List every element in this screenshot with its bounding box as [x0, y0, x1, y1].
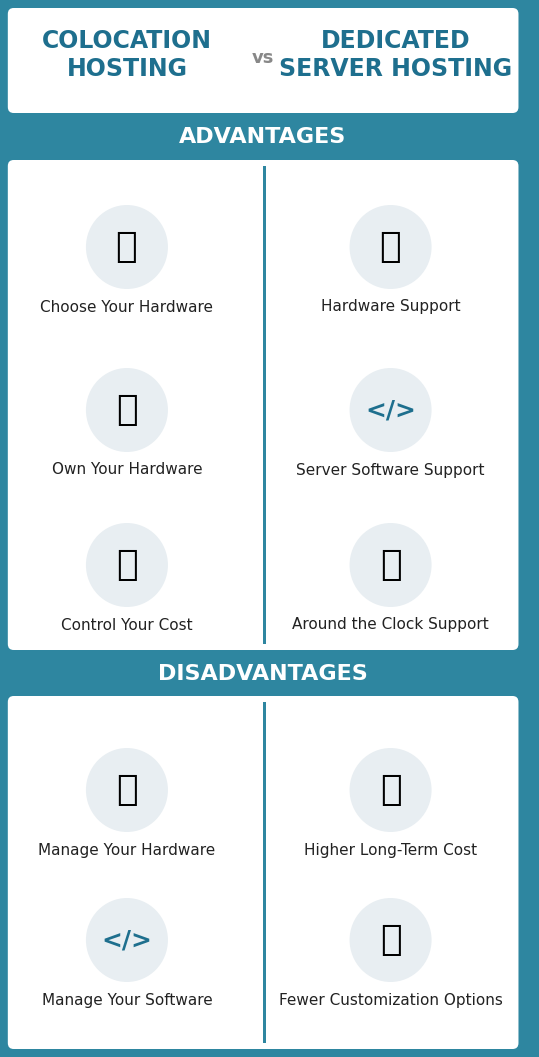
Bar: [262, 166, 266, 644]
FancyBboxPatch shape: [8, 160, 519, 650]
Text: 🖥️: 🖥️: [380, 230, 402, 264]
Text: </>: </>: [365, 398, 416, 422]
Text: Own Your Hardware: Own Your Hardware: [52, 463, 202, 478]
Text: DISADVANTAGES: DISADVANTAGES: [158, 664, 368, 684]
Text: Fewer Customization Options: Fewer Customization Options: [279, 993, 502, 1007]
Bar: [0, 655, 526, 693]
FancyBboxPatch shape: [8, 696, 519, 1049]
Circle shape: [86, 898, 168, 982]
Text: Hardware Support: Hardware Support: [321, 299, 460, 315]
Text: COLOCATION
HOSTING: COLOCATION HOSTING: [42, 30, 212, 81]
Circle shape: [350, 205, 432, 289]
Circle shape: [350, 898, 432, 982]
Text: Control Your Cost: Control Your Cost: [61, 617, 193, 632]
Circle shape: [350, 748, 432, 832]
Text: ❓: ❓: [380, 923, 402, 957]
Text: 💾: 💾: [116, 393, 138, 427]
FancyBboxPatch shape: [8, 8, 519, 113]
Text: DEDICATED
SERVER HOSTING: DEDICATED SERVER HOSTING: [279, 30, 512, 81]
Bar: [262, 702, 266, 1043]
Circle shape: [86, 205, 168, 289]
Text: Server Software Support: Server Software Support: [296, 463, 485, 478]
Text: 🔧: 🔧: [116, 773, 138, 806]
Circle shape: [86, 523, 168, 607]
Text: vs: vs: [252, 49, 274, 67]
Text: ADVANTAGES: ADVANTAGES: [179, 127, 346, 147]
Text: Around the Clock Support: Around the Clock Support: [292, 617, 489, 632]
Circle shape: [350, 523, 432, 607]
Text: Manage Your Hardware: Manage Your Hardware: [38, 842, 216, 857]
Text: 🎧: 🎧: [380, 548, 402, 582]
Bar: [0, 118, 526, 156]
Text: Higher Long-Term Cost: Higher Long-Term Cost: [304, 842, 477, 857]
Text: Choose Your Hardware: Choose Your Hardware: [40, 299, 213, 315]
Text: 💰: 💰: [380, 773, 402, 806]
Text: 💰: 💰: [116, 548, 138, 582]
Circle shape: [350, 368, 432, 452]
Text: 🖥️: 🖥️: [116, 230, 138, 264]
Text: Manage Your Software: Manage Your Software: [42, 993, 212, 1007]
Circle shape: [86, 748, 168, 832]
Circle shape: [86, 368, 168, 452]
Text: </>: </>: [101, 928, 153, 952]
